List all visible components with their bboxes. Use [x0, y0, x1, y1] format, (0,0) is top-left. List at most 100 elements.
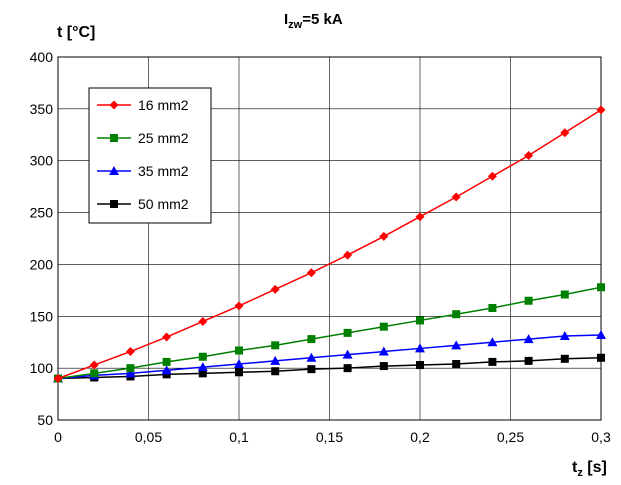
chart-title-sub: zw	[288, 19, 303, 31]
legend-item: 16 mm2	[97, 97, 189, 113]
legend-label: 50 mm2	[138, 196, 189, 212]
x-axis-label-sub: z	[577, 467, 583, 479]
data-point	[487, 171, 497, 181]
data-point	[416, 316, 424, 325]
tick-labels: 50 100 150 200 250 300 350 400 0 0,05 0,1 0,15 0,2 0,…	[30, 49, 611, 445]
data-point	[488, 357, 497, 366]
data-point	[125, 368, 136, 378]
data-point	[90, 369, 99, 378]
data-point	[197, 362, 208, 372]
legend-label: 16 mm2	[138, 97, 189, 113]
data-point	[379, 322, 388, 331]
data-point	[596, 105, 606, 115]
data-point	[379, 362, 388, 371]
data-point	[451, 340, 462, 350]
data-point	[235, 368, 243, 377]
legend: 16 mm2 25 mm2 35 mm2 50 mm2	[88, 87, 212, 224]
data-point	[198, 316, 208, 326]
x-tick-label: 0,3	[591, 429, 611, 445]
data-point	[271, 367, 280, 376]
data-point	[524, 296, 533, 305]
legend-box	[88, 87, 212, 224]
data-point	[198, 369, 207, 378]
y-tick-label: 50	[37, 412, 53, 428]
data-point	[487, 337, 498, 347]
series-line	[57, 109, 602, 380]
y-tick-label: 400	[30, 49, 54, 65]
y-tick-label: 250	[30, 205, 54, 221]
x-axis-label: tz [s]	[572, 459, 607, 479]
data-point	[89, 360, 99, 370]
data-point	[524, 151, 534, 161]
series-25-mm2	[54, 283, 605, 383]
series-16-mm2	[53, 105, 606, 384]
data-point	[488, 303, 497, 312]
data-point	[416, 361, 424, 370]
chart-title-rest: =5 kA	[302, 11, 343, 28]
y-tick-label: 200	[30, 256, 54, 272]
data-point	[378, 346, 389, 356]
data-point	[343, 328, 352, 337]
data-point	[560, 354, 569, 363]
data-point	[162, 370, 171, 379]
data-point	[343, 250, 353, 260]
chart-title-main: I	[284, 11, 288, 28]
data-point	[306, 352, 317, 362]
data-point	[234, 301, 244, 311]
x-tick-label: 0,1	[229, 429, 249, 445]
y-tick-label: 150	[30, 308, 54, 324]
data-point	[307, 335, 316, 344]
data-point	[596, 329, 606, 339]
plot-border	[57, 56, 602, 421]
data-point	[270, 284, 280, 294]
data-point	[523, 334, 534, 344]
y-tick-label: 100	[30, 360, 54, 376]
legend-item: 50 mm2	[97, 196, 189, 212]
series-line	[57, 334, 602, 380]
data-point	[415, 212, 425, 222]
data-point	[162, 357, 171, 366]
x-tick-label: 0	[54, 429, 62, 445]
data-point	[597, 283, 605, 292]
legend-marker	[109, 100, 119, 110]
legend-item: 25 mm2	[97, 130, 189, 146]
data-point	[234, 358, 244, 368]
data-point	[452, 359, 461, 368]
y-tick-label: 300	[30, 153, 54, 169]
data-point	[198, 352, 207, 361]
data-point	[560, 290, 569, 299]
data-point	[235, 346, 243, 355]
data-point	[343, 364, 352, 373]
series-layer	[53, 105, 606, 384]
chart-title: Izw=5 kA	[284, 11, 343, 31]
legend-label: 35 mm2	[138, 163, 189, 179]
x-axis-label-main: t	[572, 459, 578, 476]
data-point	[560, 128, 570, 138]
data-point	[451, 192, 461, 202]
data-point	[415, 343, 425, 353]
legend-label: 25 mm2	[138, 130, 189, 146]
data-point	[125, 347, 135, 357]
data-point	[452, 310, 461, 319]
data-point	[270, 355, 281, 365]
x-tick-label: 0,15	[316, 429, 343, 445]
data-point	[342, 349, 353, 359]
data-point	[271, 341, 280, 350]
y-axis-label: t [°C]	[57, 24, 95, 41]
series-line	[57, 286, 602, 380]
x-tick-label: 0,25	[497, 429, 524, 445]
series-line	[57, 357, 602, 380]
data-point	[307, 365, 316, 374]
legend-marker	[110, 134, 118, 142]
data-point	[524, 356, 533, 365]
y-tick-label: 350	[30, 101, 54, 117]
data-point	[306, 268, 316, 278]
legend-item: 35 mm2	[97, 163, 189, 179]
data-point	[126, 364, 135, 373]
x-tick-label: 0,05	[135, 429, 162, 445]
x-axis-label-rest: [s]	[583, 459, 607, 476]
data-point	[161, 365, 172, 375]
data-point	[379, 231, 389, 241]
legend-marker	[110, 200, 118, 208]
